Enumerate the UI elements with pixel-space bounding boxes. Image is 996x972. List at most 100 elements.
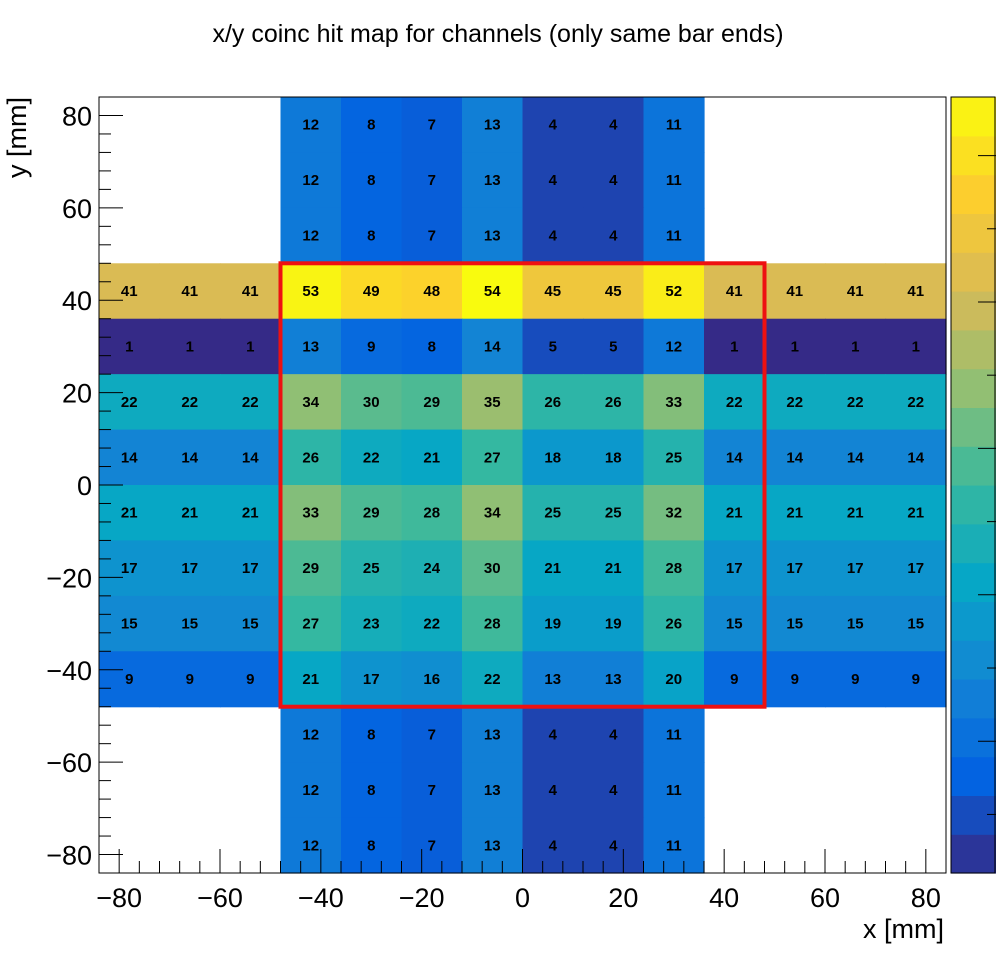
x-tick-label: −40 [298,883,344,913]
cell-value-label: 21 [544,560,561,577]
heatmap-cell [341,318,403,375]
cell-value-label: 9 [912,671,920,688]
heatmap-cell [280,762,342,819]
cell-value-label: 4 [609,726,618,743]
x-tick-label: −80 [96,883,142,913]
heatmap-cell [583,762,645,819]
cell-value-label: 25 [605,505,622,522]
cell-value-label: 12 [302,837,319,854]
cell-value-label: 22 [484,671,501,688]
heatmap-cell [522,207,584,264]
cell-value-label: 21 [121,505,138,522]
cell-value-label: 7 [428,837,436,854]
heatmap-cell [280,263,342,320]
cell-value-label: 13 [605,671,622,688]
heatmap-cell [159,318,221,375]
heatmap-cell [764,263,826,320]
cell-value-label: 26 [544,394,561,411]
heatmap-cell [522,152,584,209]
cell-value-label: 32 [665,505,682,522]
heatmap-cell [462,706,524,763]
colorbar-band [951,252,996,292]
heatmap-cell [159,651,221,708]
cell-value-label: 21 [726,505,743,522]
cell-value-label: 52 [665,283,682,300]
cell-value-label: 49 [363,283,380,300]
heatmap-cell [341,263,403,320]
cell-value-label: 21 [907,505,924,522]
cell-value-label: 41 [786,283,803,300]
heatmap-cell [280,374,342,431]
x-tick-label: 80 [911,883,941,913]
cell-value-label: 13 [484,228,501,245]
cell-value-label: 4 [549,117,558,134]
heatmap-cell [341,374,403,431]
cell-value-label: 9 [186,671,194,688]
cell-value-label: 13 [484,172,501,189]
cell-value-label: 11 [666,117,682,134]
heatmap-cell [764,318,826,375]
x-tick-label: 0 [515,883,530,913]
heatmap-cell [280,318,342,375]
heatmap-cell [99,595,161,652]
heatmap-cell [341,817,403,874]
heatmap-cell [583,97,645,154]
cell-value-label: 17 [121,560,138,577]
heatmap-cell [643,429,705,486]
cell-value-label: 25 [665,449,682,466]
heatmap-cell [583,374,645,431]
y-tick-label: −40 [46,656,92,686]
heatmap-cell [885,429,947,486]
cell-value-label: 16 [423,671,440,688]
cell-value-label: 41 [121,283,138,300]
y-tick-label: 60 [62,194,92,224]
heatmap-cell [462,540,524,597]
cell-value-label: 18 [605,449,622,466]
heatmap-cell [462,817,524,874]
heatmap-cell [341,152,403,209]
colorbar-band [951,407,996,447]
heatmap-cell [643,540,705,597]
heatmap-cell [341,485,403,542]
heatmap-cell [462,485,524,542]
cell-value-label: 21 [605,560,622,577]
heatmap-cell [220,485,282,542]
cell-value-label: 14 [121,449,138,466]
cell-value-label: 26 [605,394,622,411]
cell-value-label: 54 [484,283,501,300]
heatmap-cell [99,485,161,542]
cell-value-label: 22 [423,616,440,633]
x-axis-title: x [mm] [863,914,944,944]
cell-value-label: 24 [423,560,440,577]
cell-value-label: 27 [302,616,319,633]
heatmap-cell [341,429,403,486]
heatmap-cell [401,318,463,375]
heatmap-cell [462,595,524,652]
colorbar-band [951,329,996,370]
cell-value-label: 11 [666,228,682,245]
heatmap-cell [825,540,887,597]
heatmap-cell [280,152,342,209]
heatmap-cell [825,263,887,320]
x-tick-label: 60 [810,883,840,913]
cell-value-label: 7 [428,228,436,245]
cell-value-label: 22 [363,449,380,466]
heatmap-cell [704,540,766,597]
heatmap-cell [220,318,282,375]
cell-value-label: 1 [125,338,133,355]
cell-value-label: 33 [302,505,319,522]
heatmap-cell [220,651,282,708]
cell-value-label: 17 [363,671,380,688]
heatmap-cell [401,651,463,708]
heatmap-cell [401,207,463,264]
heatmap-cell [462,263,524,320]
cell-value-label: 35 [484,394,501,411]
x-tick-label: 40 [709,883,739,913]
cell-value-label: 34 [484,505,501,522]
cell-value-label: 9 [730,671,738,688]
cell-value-label: 11 [666,837,682,854]
cell-value-label: 45 [605,283,622,300]
heatmap-cell [885,540,947,597]
colorbar-band [951,368,996,408]
